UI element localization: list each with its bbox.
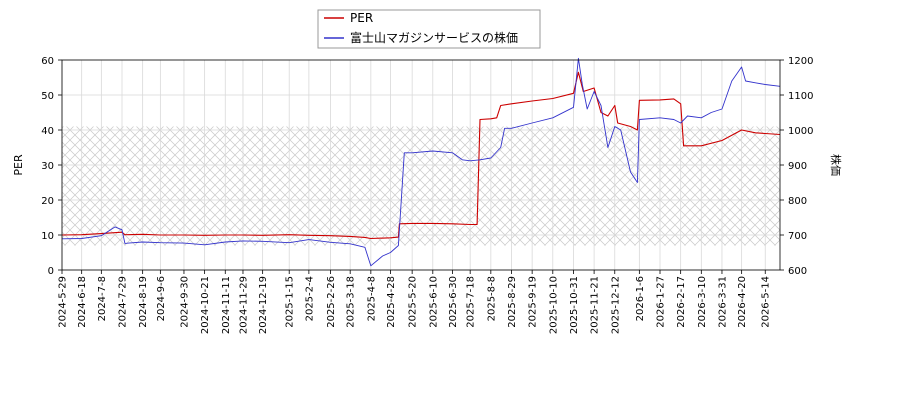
- x-tick-label: 2025-1-15: [285, 276, 296, 328]
- left-tick-label: 10: [41, 231, 54, 242]
- x-tick-label: 2024-6-18: [77, 276, 88, 328]
- x-tick-label: 2024-9-6: [156, 276, 167, 321]
- x-tick-label: 2024-12-19: [258, 276, 269, 334]
- right-tick-label: 800: [788, 196, 807, 207]
- right-tick-label: 1100: [788, 91, 813, 102]
- x-tick-label: 2025-12-12: [610, 276, 621, 334]
- x-tick-label: 2025-5-20: [408, 276, 419, 328]
- left-tick-label: 40: [41, 126, 54, 137]
- x-tick-label: 2024-10-21: [200, 276, 211, 334]
- legend-label-per: PER: [350, 11, 373, 25]
- left-tick-label: 0: [48, 266, 54, 277]
- x-tick-label: 2025-3-18: [346, 276, 357, 328]
- left-tick-label: 30: [41, 161, 54, 172]
- x-tick-label: 2026-1-6: [635, 276, 646, 321]
- x-tick-label: 2024-11-11: [221, 276, 232, 334]
- right-tick-label: 700: [788, 231, 807, 242]
- x-tick-label: 2024-7-8: [97, 276, 108, 321]
- x-tick-label: 2024-7-29: [117, 276, 128, 328]
- x-tick-label: 2025-11-21: [590, 276, 601, 334]
- right-axis-title: 株価: [829, 154, 843, 176]
- x-tick-label: 2026-3-10: [697, 276, 708, 328]
- left-tick-label: 50: [41, 91, 54, 102]
- x-tick-label: 2024-5-29: [58, 276, 69, 328]
- plot-area: 0 10 20 30 40 50 60 600 700 800 900 1000 1100 1200 202…: [41, 56, 813, 334]
- plot-frame: [61, 59, 781, 271]
- x-tick-label: 2025-6-10: [428, 276, 439, 328]
- x-tick-label: 2024-11-29: [238, 276, 249, 334]
- right-tick-label: 1000: [788, 126, 813, 137]
- right-tick-label: 600: [788, 266, 807, 277]
- shaded-band: [62, 126, 780, 246]
- right-tick-label: 1200: [788, 56, 813, 67]
- left-tick-label: 20: [41, 196, 54, 207]
- left-tick-label: 60: [41, 56, 54, 67]
- x-tick-label: 2025-9-19: [528, 276, 539, 328]
- x-tick-label: 2025-8-8: [486, 276, 497, 321]
- x-tick-label: 2026-4-20: [737, 276, 748, 328]
- x-tick-label: 2025-7-18: [466, 276, 477, 328]
- x-tick-label: 2026-2-17: [676, 276, 687, 328]
- x-tick-label: 2026-1-27: [656, 276, 667, 328]
- x-tick-label: 2025-4-8: [366, 276, 377, 321]
- x-tick-label: 2024-9-30: [179, 276, 190, 328]
- x-tick-label: 2025-8-29: [507, 276, 518, 328]
- x-tick-label: 2026-5-14: [761, 276, 772, 328]
- left-axis-title: PER: [12, 154, 25, 176]
- x-tick-label: 2024-8-19: [138, 276, 149, 328]
- x-tick-label: 2025-6-30: [448, 276, 459, 328]
- x-tick-label: 2025-10-31: [569, 276, 580, 334]
- x-tick-label: 2025-10-10: [548, 276, 559, 334]
- legend: PER 富士山マガジンサービスの株価: [317, 9, 541, 49]
- legend-box: [317, 9, 541, 49]
- legend-label-price: 富士山マガジンサービスの株価: [350, 30, 518, 45]
- x-tick-label: 2025-4-28: [386, 276, 397, 328]
- x-tick-label: 2026-3-31: [717, 276, 728, 328]
- x-tick-label: 2025-2-26: [326, 276, 337, 328]
- series-line-price: [61, 57, 781, 267]
- right-tick-label: 900: [788, 161, 807, 172]
- x-tick-label: 2025-2-4: [304, 276, 315, 321]
- series-line-per: [61, 71, 781, 240]
